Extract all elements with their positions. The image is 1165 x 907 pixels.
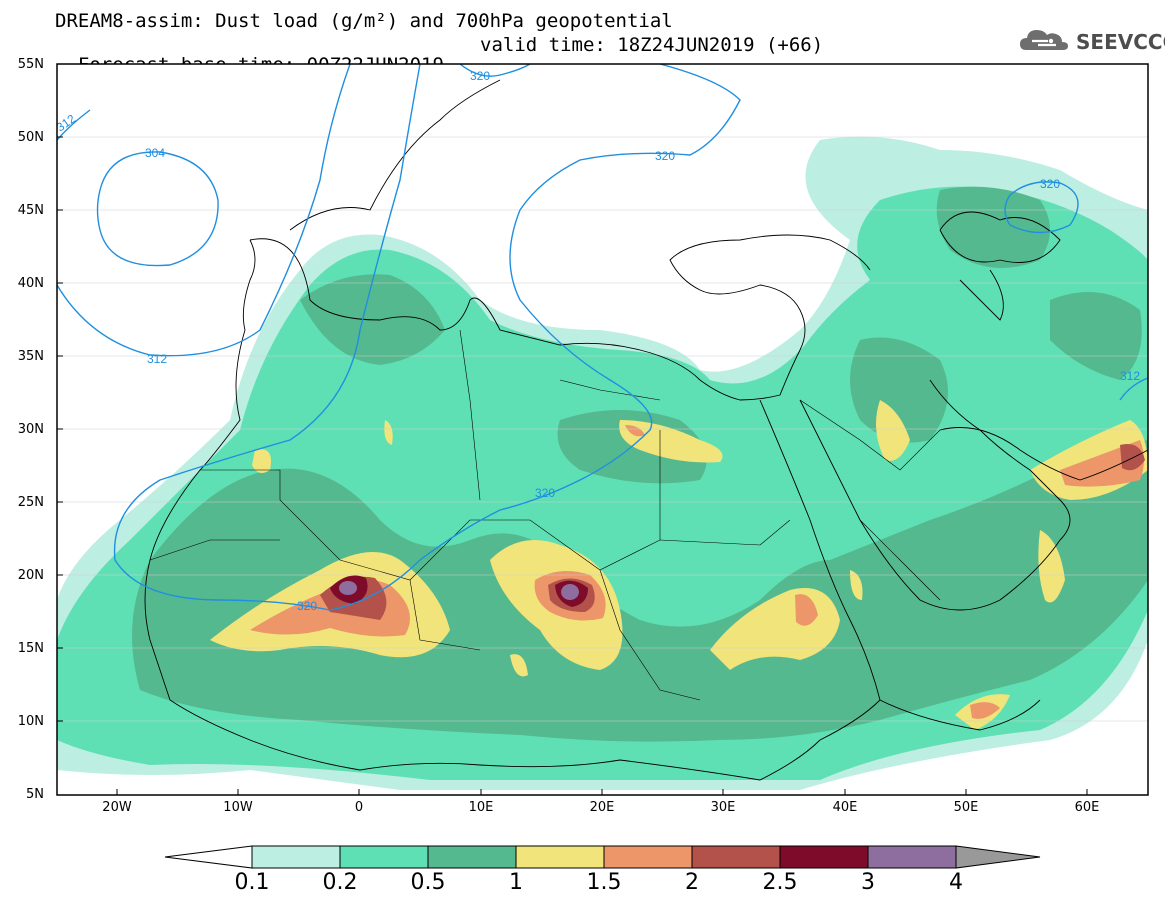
lat-label: 55N — [17, 57, 44, 72]
lon-label: 10E — [468, 800, 494, 815]
contour-label: 320 — [535, 486, 555, 500]
contour-labels: 304 312 312 312 320 320 320 320 320 — [57, 69, 1140, 613]
contour-label: 312 — [1120, 369, 1140, 383]
seevccc-logo: SEEVCCC — [1018, 26, 1165, 56]
colorbar-label: 3 — [861, 870, 875, 895]
lon-label: 30E — [710, 800, 736, 815]
colorbar-label: 2.5 — [762, 870, 798, 895]
logo-text: SEEVCCC — [1076, 30, 1165, 54]
coastlines — [144, 79, 1148, 781]
valid-time: valid time: 18Z24JUN2019 (+66) — [480, 34, 824, 56]
dust-field: 304 312 312 312 320 320 320 320 320 — [57, 64, 1148, 790]
colorbar-label: 1 — [509, 870, 523, 895]
graticule — [57, 136, 1148, 722]
lat-label: 35N — [17, 349, 44, 364]
contour-label: 320 — [1040, 177, 1060, 191]
lat-label: 45N — [17, 203, 44, 218]
lon-label: 60E — [1074, 800, 1100, 815]
colorbar-label: 0.2 — [322, 870, 358, 895]
contour-label: 320 — [655, 149, 675, 163]
lon-label: 0 — [354, 800, 364, 815]
lon-label: 50E — [953, 800, 979, 815]
geopotential-contours — [57, 64, 1148, 611]
contour-label: 312 — [147, 352, 167, 366]
contour-label: 304 — [145, 146, 165, 160]
map-title: DREAM8-assim: Dust load (g/m²) and 700hP… — [55, 10, 673, 32]
colorbar-label: 1.5 — [586, 870, 622, 895]
lat-label: 40N — [17, 276, 44, 291]
colorbar-label: 4 — [949, 870, 963, 895]
colorbar-label: 0.5 — [410, 870, 446, 895]
lon-label: 20E — [589, 800, 615, 815]
lat-label: 15N — [17, 641, 44, 656]
lon-label: 40E — [832, 800, 858, 815]
lon-label: 10W — [223, 800, 253, 815]
colorbar-label: 0.1 — [234, 870, 270, 895]
lat-label: 30N — [17, 422, 44, 437]
lat-label: 50N — [17, 130, 44, 145]
lat-label: 10N — [17, 714, 44, 729]
colorbar-label: 2 — [685, 870, 699, 895]
contour-label: 320 — [297, 599, 317, 613]
cloud-logo-icon — [1020, 30, 1068, 50]
lon-label: 20W — [102, 800, 132, 815]
contour-label: 320 — [470, 69, 490, 83]
lat-label: 20N — [17, 568, 44, 583]
borders — [149, 329, 941, 701]
lat-label: 25N — [17, 495, 44, 510]
lat-label: 5N — [26, 787, 44, 802]
